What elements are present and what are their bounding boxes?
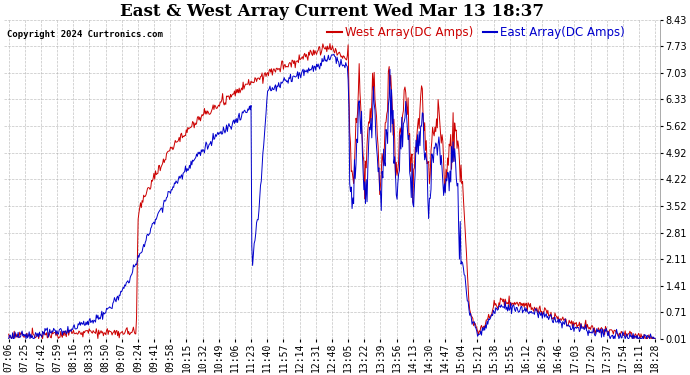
West Array(DC Amps) xyxy=(5,332,13,336)
East Array(DC Amps) xyxy=(159,210,167,214)
West Array(DC Amps) xyxy=(427,148,435,153)
West Array(DC Amps) xyxy=(181,133,189,138)
East Array(DC Amps) xyxy=(282,78,290,82)
Line: West Array(DC Amps): West Array(DC Amps) xyxy=(9,44,656,339)
Title: East & West Array Current Wed Mar 13 18:37: East & West Array Current Wed Mar 13 18:… xyxy=(120,3,544,20)
Legend: West Array(DC Amps), East Array(DC Amps): West Array(DC Amps), East Array(DC Amps) xyxy=(327,26,625,39)
West Array(DC Amps) xyxy=(159,157,168,161)
Line: East Array(DC Amps): East Array(DC Amps) xyxy=(9,54,656,339)
East Array(DC Amps) xyxy=(330,52,338,56)
East Array(DC Amps) xyxy=(651,336,660,341)
West Array(DC Amps) xyxy=(104,332,112,337)
Text: Copyright 2024 Curtronics.com: Copyright 2024 Curtronics.com xyxy=(7,30,163,39)
East Array(DC Amps) xyxy=(180,170,188,175)
West Array(DC Amps) xyxy=(282,64,290,69)
East Array(DC Amps) xyxy=(5,336,13,341)
West Array(DC Amps) xyxy=(403,112,411,117)
West Array(DC Amps) xyxy=(651,336,660,341)
East Array(DC Amps) xyxy=(104,307,112,311)
West Array(DC Amps) xyxy=(326,41,334,46)
East Array(DC Amps) xyxy=(426,196,434,201)
West Array(DC Amps) xyxy=(34,336,43,341)
East Array(DC Amps) xyxy=(402,113,411,117)
